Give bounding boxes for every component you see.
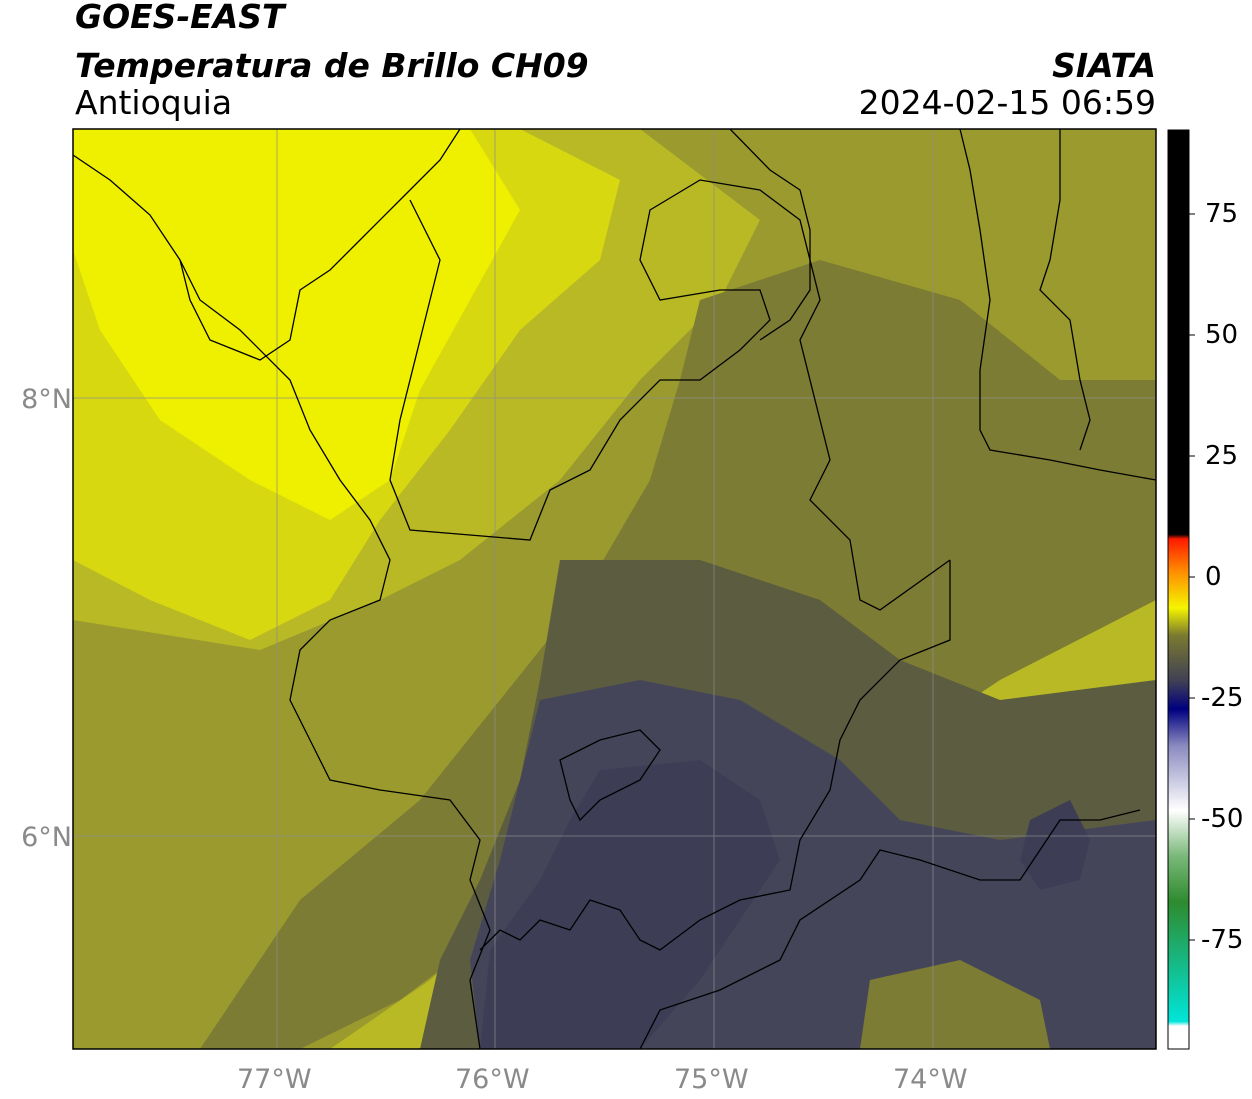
colorbar-label-minus75: -75 — [1201, 925, 1244, 955]
administrative-borders — [73, 129, 1156, 1049]
region-label: Antioquia — [75, 83, 233, 122]
antioquia-north-border — [389, 179, 951, 611]
colorbar-label-75: 75 — [1205, 199, 1239, 229]
gulf-coast — [179, 129, 461, 361]
lon-label-77w: 77°W — [237, 1064, 312, 1095]
map-frame — [72, 128, 1157, 1050]
east-river — [1039, 129, 1091, 451]
graticule — [73, 129, 1156, 1049]
datetime-label: 2024-02-15 06:59 — [858, 83, 1156, 122]
agency-label: SIATA — [1052, 46, 1156, 85]
santander-border — [959, 129, 1156, 481]
lon-label-75w: 75°W — [674, 1064, 749, 1095]
colorbar — [1167, 129, 1190, 1050]
field-slate-dark — [480, 760, 780, 1049]
lon-label-76w: 76°W — [455, 1064, 530, 1095]
antioquia-east-border — [479, 560, 951, 951]
caldas-border — [639, 809, 1141, 1049]
field-cell-east — [1020, 800, 1090, 890]
brightness-temperature-field — [73, 129, 1156, 1049]
colorbar-label-minus50: -50 — [1201, 804, 1244, 834]
metro-area — [559, 729, 661, 822]
colorbar-label-0: 0 — [1205, 562, 1222, 592]
satellite-title: GOES-EAST — [75, 0, 285, 36]
colorbar-ticks — [1189, 213, 1195, 941]
field-brightest — [73, 129, 520, 520]
east-border — [729, 129, 811, 341]
lon-label-74w: 74°W — [893, 1064, 968, 1095]
lat-label-8n: 8°N — [21, 384, 72, 415]
product-title: Temperatura de Brillo CH09 — [75, 46, 589, 85]
coastline — [73, 154, 491, 1049]
colorbar-label-minus25: -25 — [1201, 683, 1244, 713]
colorbar-label-25: 25 — [1205, 441, 1239, 471]
lat-label-6n: 6°N — [21, 822, 72, 853]
colorbar-label-50: 50 — [1205, 320, 1239, 350]
field-olive-patch — [860, 960, 1050, 1049]
